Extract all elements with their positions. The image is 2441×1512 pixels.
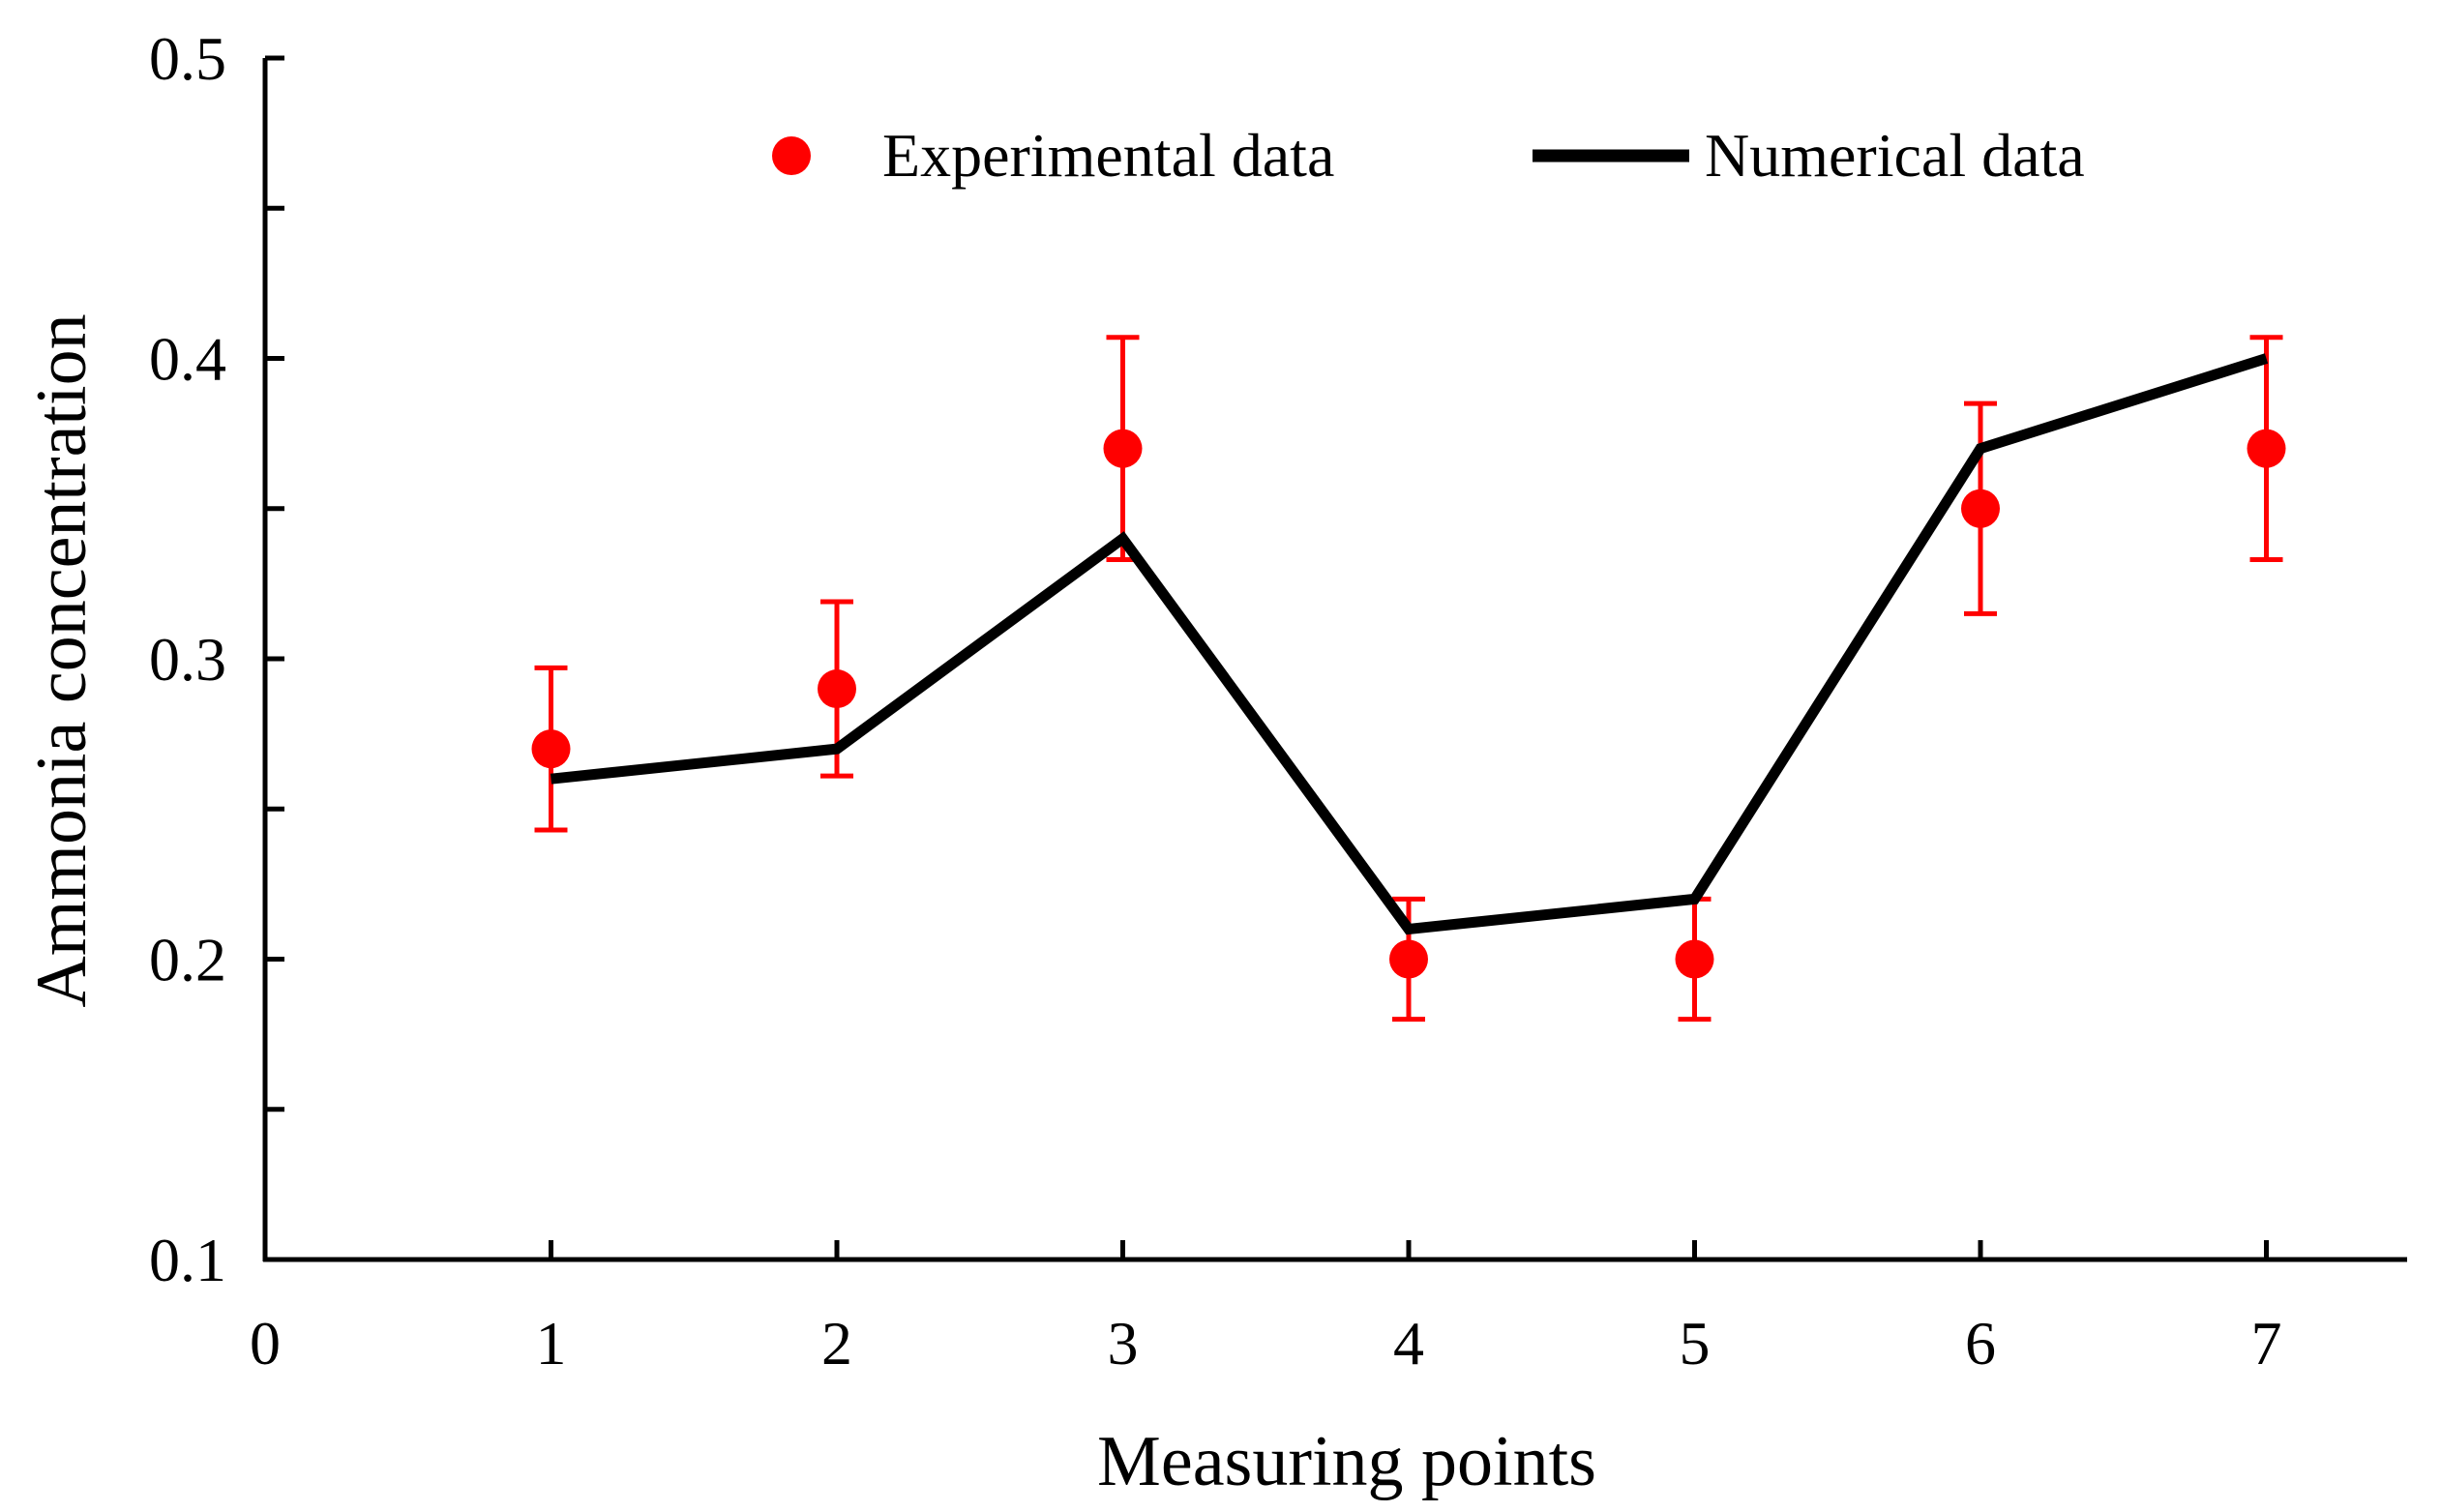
- experimental-data-series: [531, 429, 2286, 979]
- legend: Experimental data Numerical data: [772, 121, 2085, 190]
- x-tick-label: 0: [250, 1309, 281, 1378]
- legend-marker-experimental: [772, 136, 811, 175]
- legend-label-numerical: Numerical data: [1705, 121, 2085, 190]
- x-axis-ticks: 0 1 2 3 4 5 6 7: [250, 1240, 2282, 1378]
- y-axis-ticks: 0.1 0.2 0.3 0.4 0.5: [149, 24, 284, 1294]
- axes: [262, 58, 2407, 1262]
- x-tick-label: 6: [1965, 1309, 1996, 1378]
- x-tick-label: 5: [1680, 1309, 1711, 1378]
- y-tick-label: 0.3: [149, 625, 226, 694]
- x-axis-title: Measuring points: [1097, 1422, 1596, 1501]
- experimental-data-point: [2247, 429, 2286, 468]
- numerical-data-series: [550, 353, 2269, 935]
- x-tick-label: 3: [1108, 1309, 1139, 1378]
- y-tick-label: 0.2: [149, 926, 226, 994]
- x-tick-label: 1: [536, 1309, 567, 1378]
- y-tick-label: 0.5: [149, 24, 226, 93]
- experimental-data-point: [1675, 939, 1714, 979]
- x-tick-label: 2: [821, 1309, 852, 1378]
- x-tick-label: 7: [2251, 1309, 2282, 1378]
- x-tick-label: 4: [1393, 1309, 1424, 1378]
- experimental-data-point: [531, 729, 571, 769]
- experimental-data-point: [1103, 429, 1143, 468]
- experimental-data-point: [1389, 939, 1428, 979]
- y-tick-label: 0.1: [149, 1226, 226, 1294]
- experimental-data-point: [818, 669, 856, 709]
- y-tick-label: 0.4: [149, 325, 226, 394]
- y-axis-title: Ammonia concentration: [22, 313, 102, 1007]
- numerical-data-line: [550, 353, 2269, 935]
- legend-label-experimental: Experimental data: [882, 121, 1334, 190]
- experimental-data-point: [1961, 489, 2000, 528]
